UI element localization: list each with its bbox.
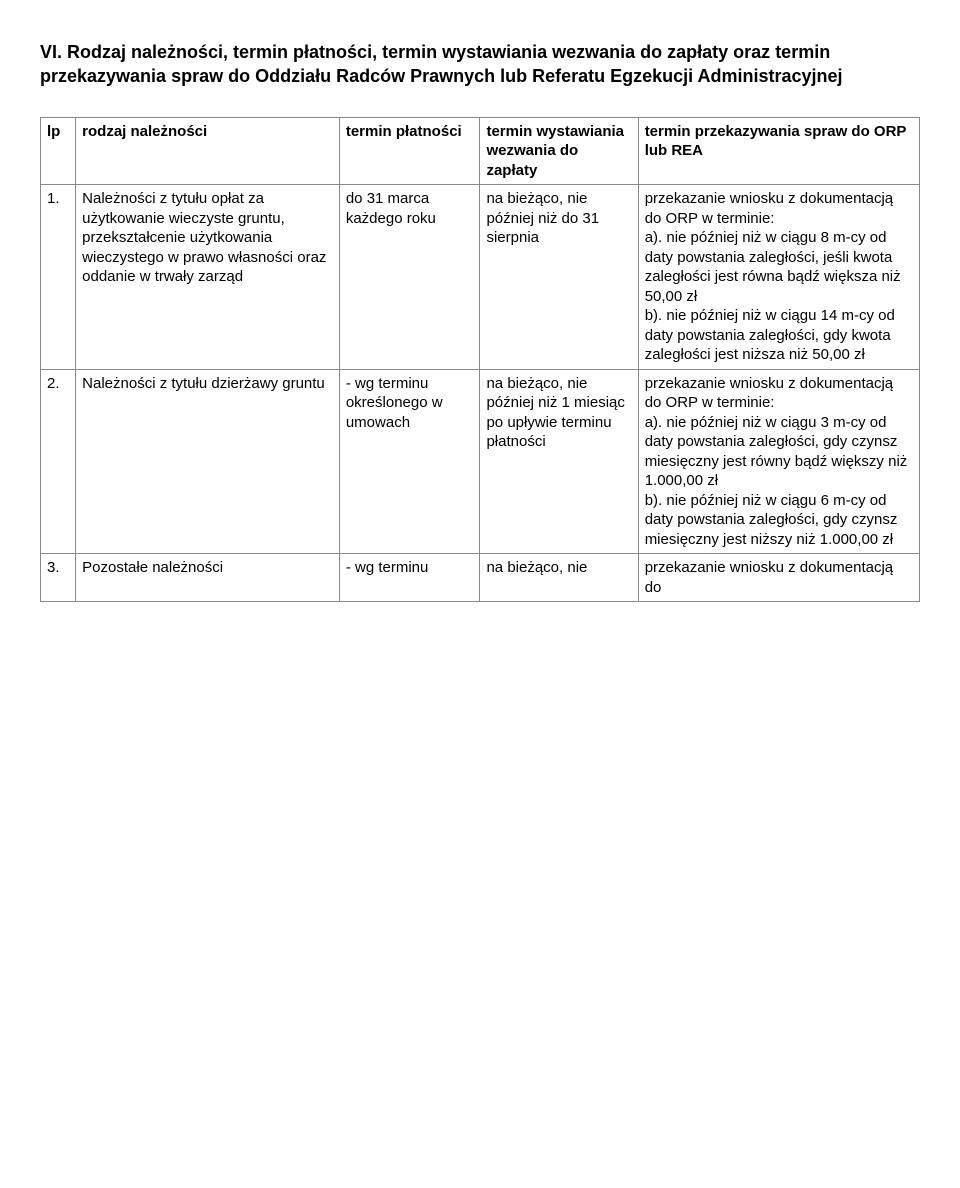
cell-termin-plat: do 31 marca każdego roku: [339, 185, 480, 370]
cell-termin-przek: przekazanie wniosku z dokumentacją do OR…: [638, 369, 919, 554]
col-termin-przekazywania: termin przekazywania spraw do ORP lub RE…: [638, 117, 919, 185]
main-table: lp rodzaj należności termin płatności te…: [40, 117, 920, 603]
col-termin-wezwania: termin wystawiania wezwania do zapłaty: [480, 117, 638, 185]
cell-termin-wezw: na bieżąco, nie: [480, 554, 638, 602]
section-title: VI. Rodzaj należności, termin płatności,…: [40, 40, 920, 89]
cell-lp: 1.: [41, 185, 76, 370]
cell-termin-wezw: na bieżąco, nie później niż 1 miesiąc po…: [480, 369, 638, 554]
cell-termin-przek: przekazanie wniosku z dokumentacją do OR…: [638, 185, 919, 370]
cell-termin-przek: przekazanie wniosku z dokumentacją do: [638, 554, 919, 602]
cell-rodzaj: Należności z tytułu dzierżawy gruntu: [76, 369, 340, 554]
table-row: 2. Należności z tytułu dzierżawy gruntu …: [41, 369, 920, 554]
col-rodzaj: rodzaj należności: [76, 117, 340, 185]
cell-rodzaj: Należności z tytułu opłat za użytkowanie…: [76, 185, 340, 370]
cell-termin-wezw: na bieżąco, nie później niż do 31 sierpn…: [480, 185, 638, 370]
table-row: 1. Należności z tytułu opłat za użytkowa…: [41, 185, 920, 370]
table-row: 3. Pozostałe należności - wg terminu na …: [41, 554, 920, 602]
cell-rodzaj: Pozostałe należności: [76, 554, 340, 602]
col-termin-platnosci: termin płatności: [339, 117, 480, 185]
cell-lp: 2.: [41, 369, 76, 554]
cell-lp: 3.: [41, 554, 76, 602]
table-header-row: lp rodzaj należności termin płatności te…: [41, 117, 920, 185]
cell-termin-plat: - wg terminu: [339, 554, 480, 602]
cell-termin-plat: - wg terminu określonego w umowach: [339, 369, 480, 554]
col-lp: lp: [41, 117, 76, 185]
